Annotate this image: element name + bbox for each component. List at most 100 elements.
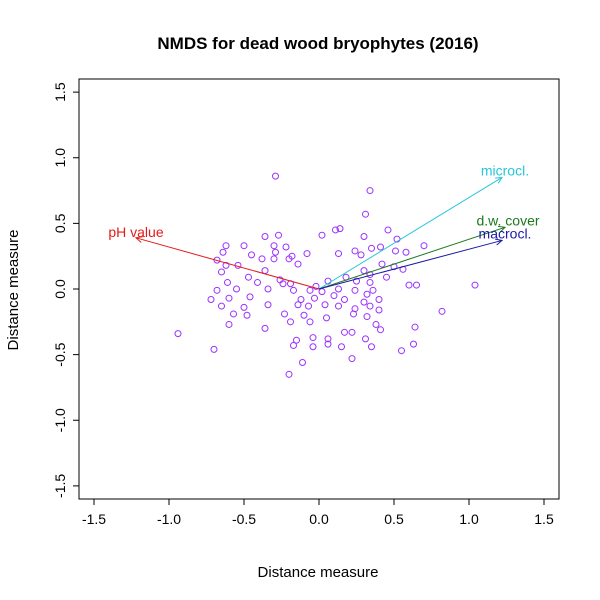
data-point — [360, 267, 368, 275]
x-tick-label: -1.5 — [82, 511, 106, 527]
data-point — [254, 278, 261, 286]
data-point — [338, 343, 345, 351]
data-point — [318, 288, 326, 296]
data-point — [222, 242, 230, 250]
data-point — [357, 251, 365, 259]
vector-label: macrocl. — [479, 225, 532, 241]
data-point — [336, 225, 344, 233]
data-point — [233, 285, 240, 293]
data-point — [281, 310, 288, 318]
data-point — [285, 370, 293, 378]
data-point — [287, 318, 294, 326]
vector-arrowhead — [495, 238, 504, 246]
data-point — [420, 242, 428, 250]
data-point — [272, 172, 279, 180]
data-point — [290, 341, 297, 349]
data-point — [363, 313, 371, 321]
vector-arrowhead — [494, 176, 503, 184]
data-point — [360, 298, 368, 306]
data-point — [282, 243, 290, 251]
data-point — [335, 250, 342, 258]
data-point — [353, 277, 360, 285]
vector-arrowhead — [134, 236, 143, 243]
data-point — [438, 307, 446, 315]
data-point — [351, 286, 359, 294]
data-point — [290, 286, 297, 294]
data-point — [383, 273, 390, 281]
data-point — [384, 226, 392, 234]
data-point — [377, 326, 384, 334]
data-point — [305, 302, 312, 310]
data-point — [368, 244, 375, 252]
data-point — [174, 330, 182, 338]
points-layer — [174, 172, 479, 378]
data-point — [335, 302, 342, 310]
data-point — [375, 306, 383, 314]
vector-label: d.w. cover — [476, 212, 539, 228]
vector-line — [318, 239, 503, 290]
data-point — [366, 302, 374, 310]
data-point — [375, 296, 383, 303]
data-point — [309, 343, 317, 351]
data-point — [309, 334, 317, 342]
data-point — [348, 328, 356, 336]
data-point — [341, 296, 348, 303]
data-point — [306, 318, 314, 326]
data-point — [378, 260, 386, 268]
data-point — [348, 355, 356, 363]
data-point — [402, 248, 410, 256]
data-point — [362, 210, 369, 218]
y-tick-label: -1.0 — [52, 408, 68, 432]
vector-label: pH value — [108, 224, 163, 240]
data-point — [366, 278, 374, 286]
data-point — [360, 233, 368, 240]
data-point — [297, 296, 305, 303]
data-point — [240, 303, 248, 311]
data-point — [362, 335, 369, 343]
data-point — [248, 251, 255, 259]
data-point — [285, 255, 293, 263]
data-point — [243, 311, 251, 319]
y-tick-label: 1.5 — [52, 82, 68, 102]
y-tick-label: 0.5 — [52, 213, 68, 233]
data-point — [258, 255, 266, 263]
data-point — [324, 340, 332, 348]
x-axis: -1.5 -1.0 -0.5 0.0 0.5 1.0 1.5 — [82, 499, 554, 527]
y-axis: -1.5 -1.0 -0.5 0.0 0.5 1.0 1.5 — [52, 82, 79, 498]
data-point — [261, 233, 269, 240]
data-point — [218, 268, 225, 276]
data-point — [246, 293, 254, 301]
data-point — [224, 278, 231, 286]
data-point — [332, 226, 339, 234]
y-tick-label: -1.5 — [52, 474, 68, 498]
data-point — [210, 345, 218, 353]
data-point — [311, 294, 318, 302]
data-point — [324, 335, 332, 343]
x-tick-label: 1.0 — [459, 511, 479, 527]
data-point — [261, 267, 269, 275]
data-point — [225, 294, 233, 302]
vector-line — [135, 237, 320, 290]
data-point — [413, 281, 420, 289]
data-point — [341, 328, 348, 336]
x-tick-label: -0.5 — [232, 511, 256, 527]
data-point — [213, 286, 221, 294]
data-point — [471, 281, 479, 289]
data-point — [299, 359, 306, 366]
data-point — [335, 285, 342, 293]
data-point — [264, 301, 272, 309]
data-point — [377, 243, 384, 251]
data-point — [240, 242, 248, 250]
data-point — [272, 248, 279, 256]
data-point — [270, 242, 278, 250]
vector-line — [318, 177, 503, 290]
x-tick-label: 0.0 — [309, 511, 329, 527]
y-tick-label: -0.5 — [52, 342, 68, 366]
data-point — [306, 286, 314, 294]
data-point — [411, 323, 419, 331]
vector-line — [318, 226, 506, 290]
data-point — [245, 273, 252, 281]
data-point — [321, 301, 329, 309]
vector-arrowhead — [497, 225, 507, 233]
